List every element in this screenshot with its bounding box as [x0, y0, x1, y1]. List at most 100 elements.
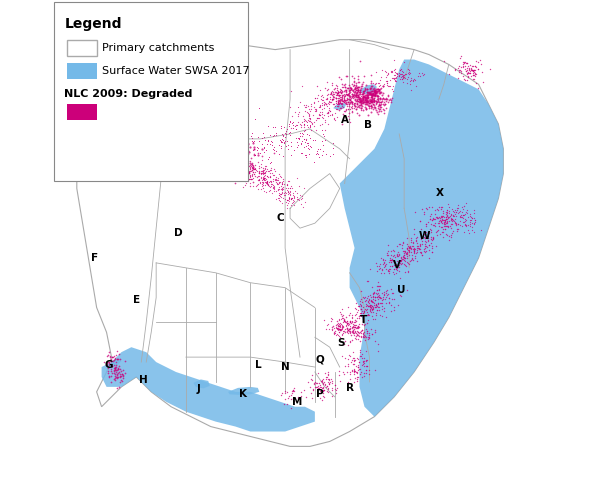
- Point: [242, 152, 252, 160]
- Point: [362, 94, 372, 102]
- Point: [228, 150, 238, 158]
- Point: [357, 373, 367, 381]
- Point: [466, 65, 476, 73]
- Point: [184, 156, 193, 164]
- Point: [404, 248, 414, 255]
- Point: [352, 100, 362, 108]
- Point: [345, 322, 355, 330]
- Point: [224, 165, 233, 173]
- Point: [346, 317, 355, 325]
- Point: [271, 177, 281, 185]
- Point: [253, 185, 263, 193]
- Point: [420, 237, 430, 245]
- Point: [373, 286, 382, 294]
- Point: [323, 374, 332, 382]
- Point: [334, 106, 344, 114]
- Point: [322, 373, 332, 381]
- Point: [99, 358, 109, 366]
- Text: Legend: Legend: [64, 17, 122, 31]
- Point: [372, 266, 382, 274]
- Point: [391, 76, 400, 84]
- Point: [205, 152, 214, 160]
- Point: [369, 84, 379, 92]
- Point: [249, 137, 259, 145]
- Point: [233, 142, 242, 150]
- Point: [374, 265, 384, 273]
- Point: [237, 166, 247, 174]
- Point: [348, 329, 358, 337]
- Point: [107, 369, 116, 376]
- Point: [352, 86, 361, 94]
- Point: [288, 387, 298, 395]
- Point: [277, 135, 287, 143]
- Point: [227, 152, 237, 160]
- Point: [278, 136, 288, 144]
- Point: [339, 87, 349, 95]
- Point: [395, 261, 404, 269]
- Point: [274, 171, 284, 179]
- Point: [349, 99, 359, 107]
- FancyBboxPatch shape: [67, 104, 97, 120]
- Point: [265, 173, 275, 181]
- Point: [193, 141, 203, 149]
- Point: [259, 169, 268, 177]
- Point: [307, 105, 316, 113]
- Point: [340, 96, 349, 104]
- Point: [331, 94, 340, 102]
- Point: [391, 65, 400, 73]
- Point: [260, 164, 269, 172]
- Point: [246, 175, 256, 183]
- Point: [332, 82, 342, 90]
- Point: [453, 204, 463, 212]
- Point: [281, 133, 290, 141]
- Point: [421, 234, 430, 242]
- Point: [355, 352, 365, 360]
- Point: [370, 87, 379, 95]
- Point: [332, 324, 342, 332]
- Point: [388, 289, 398, 297]
- Point: [281, 198, 291, 206]
- Point: [367, 87, 377, 95]
- Point: [321, 100, 331, 108]
- Point: [298, 118, 307, 125]
- Point: [115, 373, 125, 381]
- Point: [343, 320, 352, 328]
- Point: [265, 131, 275, 139]
- Point: [324, 98, 334, 106]
- Point: [226, 127, 235, 135]
- Point: [463, 205, 472, 213]
- Point: [276, 137, 286, 145]
- Point: [340, 97, 350, 105]
- Point: [379, 258, 388, 266]
- Point: [217, 146, 226, 154]
- Point: [408, 76, 418, 84]
- Point: [353, 335, 363, 343]
- Point: [440, 58, 449, 65]
- Point: [253, 174, 262, 182]
- Point: [362, 88, 372, 96]
- Point: [265, 169, 274, 177]
- Point: [404, 243, 414, 250]
- Point: [257, 169, 267, 177]
- Point: [419, 230, 429, 238]
- Point: [403, 244, 412, 252]
- Point: [394, 68, 404, 76]
- Point: [405, 243, 415, 250]
- Point: [119, 366, 128, 374]
- Point: [365, 97, 375, 105]
- Point: [374, 105, 383, 113]
- Point: [364, 104, 373, 112]
- Point: [258, 175, 268, 183]
- Point: [362, 327, 372, 335]
- Point: [296, 139, 306, 147]
- Point: [241, 163, 251, 171]
- Point: [209, 131, 219, 139]
- Point: [351, 105, 361, 113]
- Point: [385, 261, 395, 269]
- Point: [285, 187, 295, 195]
- Point: [368, 91, 377, 99]
- Point: [347, 357, 357, 365]
- Point: [362, 98, 371, 106]
- Point: [326, 375, 335, 383]
- Point: [347, 85, 356, 93]
